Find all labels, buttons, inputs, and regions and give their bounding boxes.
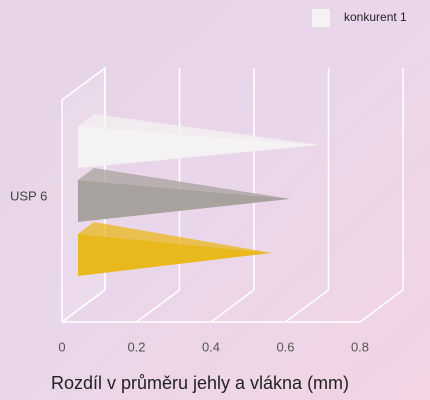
x-tick-label: 0.4	[202, 339, 220, 354]
x-axis-label: Rozdíl v průměru jehly a vlákna (mm)	[51, 373, 349, 393]
bar	[78, 126, 321, 168]
bar-top	[78, 168, 291, 199]
x-tick-label: 0.8	[351, 339, 369, 354]
bar	[78, 234, 272, 276]
legend-swatch	[312, 9, 330, 27]
legend-label: konkurent 1	[344, 10, 407, 24]
bar-top	[78, 114, 321, 145]
grid-line	[285, 289, 329, 323]
y-tick-label: USP 6	[10, 188, 47, 203]
grid-line	[359, 289, 404, 323]
bar	[78, 180, 291, 222]
x-tick-label: 0	[58, 339, 65, 354]
bar-top	[78, 222, 272, 253]
grid-line	[61, 289, 106, 323]
grid-line	[136, 289, 180, 323]
x-tick-label: 0.6	[276, 339, 294, 354]
x-tick-label: 0.2	[127, 339, 145, 354]
grid-line	[210, 289, 255, 323]
